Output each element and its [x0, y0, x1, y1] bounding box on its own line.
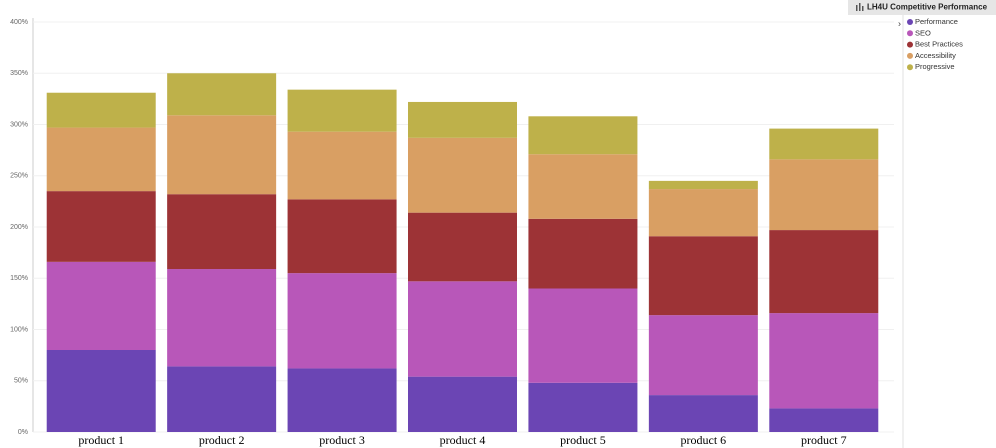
x-tick-label: product 1: [78, 433, 124, 447]
bar-segment: [167, 115, 277, 195]
bar-segment: [287, 273, 397, 369]
bar-segment: [528, 218, 638, 289]
x-tick-label: product 2: [199, 433, 245, 447]
bar-segment: [287, 89, 397, 132]
bar-segment: [46, 191, 156, 262]
bar-segment: [287, 368, 397, 432]
bar-segment: [287, 131, 397, 200]
bar-segment: [648, 180, 758, 190]
bar-segment: [528, 154, 638, 219]
bar-segment: [648, 395, 758, 432]
x-tick-label: product 4: [440, 433, 486, 447]
bar-segment: [408, 101, 517, 138]
legend-icon: [856, 3, 864, 11]
bar-segment: [528, 288, 638, 383]
bar-segment: [167, 73, 277, 116]
bar-segment: [769, 408, 879, 432]
y-tick-label: 50%: [14, 378, 28, 385]
bar-segment: [528, 116, 638, 155]
legend-label[interactable]: Accessibility: [915, 51, 956, 60]
bar-segment: [167, 269, 277, 367]
bar-segment: [648, 315, 758, 396]
x-tick-label: product 3: [319, 433, 365, 447]
legend-marker[interactable]: [907, 19, 913, 25]
legend-label[interactable]: SEO: [915, 28, 931, 37]
bar-segment: [648, 189, 758, 237]
bar-segment: [408, 281, 517, 377]
y-tick-label: 350%: [10, 70, 28, 77]
y-tick-label: 400%: [10, 19, 28, 26]
bar-segment: [769, 159, 879, 231]
legend-label[interactable]: Performance: [915, 17, 958, 26]
y-tick-label: 100%: [10, 326, 28, 333]
y-tick-label: 0%: [18, 429, 28, 436]
y-tick-label: 150%: [10, 275, 28, 282]
y-tick-label: 300%: [10, 121, 28, 128]
x-tick-label: product 7: [801, 433, 847, 447]
bar-segment: [408, 212, 517, 282]
bar-segment: [46, 127, 156, 192]
y-tick-label: 250%: [10, 173, 28, 180]
bar-segment: [528, 382, 638, 432]
bar-segment: [408, 137, 517, 213]
legend-marker[interactable]: [907, 52, 913, 59]
legend-marker[interactable]: [907, 64, 913, 71]
bar-segment: [46, 92, 156, 128]
bar-segment: [46, 350, 156, 432]
legend-label[interactable]: Progressive: [915, 62, 955, 71]
legend-header: [848, 0, 996, 15]
x-tick-label: product 6: [681, 433, 727, 447]
bar-segment: [287, 199, 397, 274]
bar-segment: [769, 230, 879, 314]
bar-segment: [769, 128, 879, 160]
legend-label[interactable]: Best Practices: [915, 40, 963, 49]
bar-segment: [408, 376, 517, 432]
legend-toggle[interactable]: ›: [898, 18, 901, 28]
y-tick-label: 200%: [10, 224, 28, 231]
bar-segment: [769, 313, 879, 409]
legend-marker[interactable]: [907, 30, 913, 37]
chart-title: LH4U Competitive Performance: [867, 3, 988, 12]
x-tick-label: product 5: [560, 433, 606, 447]
bar-segment: [46, 261, 156, 350]
bar-segment: [167, 366, 277, 432]
legend-marker[interactable]: [907, 41, 913, 48]
bar-segment: [167, 194, 277, 270]
bar-segment: [648, 236, 758, 316]
